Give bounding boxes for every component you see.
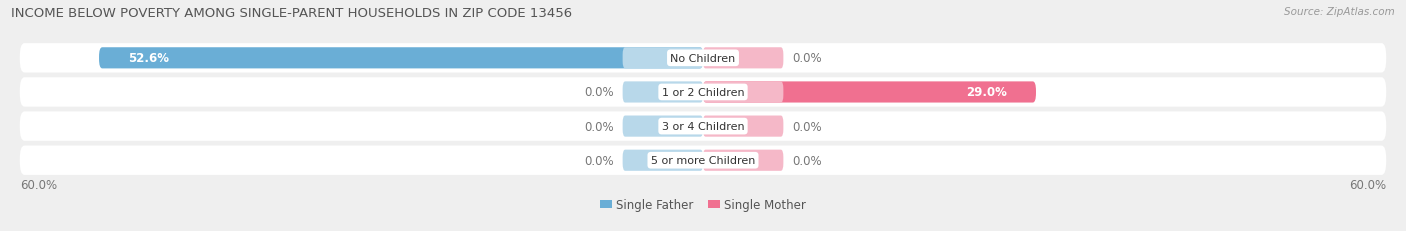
- FancyBboxPatch shape: [623, 82, 703, 103]
- Text: Source: ZipAtlas.com: Source: ZipAtlas.com: [1284, 7, 1395, 17]
- Text: 1 or 2 Children: 1 or 2 Children: [662, 88, 744, 97]
- Text: No Children: No Children: [671, 54, 735, 64]
- Text: 60.0%: 60.0%: [20, 179, 56, 191]
- Text: 0.0%: 0.0%: [793, 154, 823, 167]
- Text: 3 or 4 Children: 3 or 4 Children: [662, 122, 744, 131]
- FancyBboxPatch shape: [703, 82, 783, 103]
- FancyBboxPatch shape: [20, 44, 1386, 73]
- FancyBboxPatch shape: [20, 78, 1386, 107]
- FancyBboxPatch shape: [703, 150, 783, 171]
- Text: 0.0%: 0.0%: [583, 86, 613, 99]
- FancyBboxPatch shape: [20, 112, 1386, 141]
- Text: 29.0%: 29.0%: [966, 86, 1007, 99]
- FancyBboxPatch shape: [623, 48, 703, 69]
- Text: 0.0%: 0.0%: [583, 154, 613, 167]
- Text: 0.0%: 0.0%: [793, 120, 823, 133]
- FancyBboxPatch shape: [623, 116, 703, 137]
- Text: 52.6%: 52.6%: [128, 52, 169, 65]
- Text: 60.0%: 60.0%: [1350, 179, 1386, 191]
- FancyBboxPatch shape: [703, 116, 783, 137]
- FancyBboxPatch shape: [703, 82, 1036, 103]
- Legend: Single Father, Single Mother: Single Father, Single Mother: [595, 194, 811, 216]
- Text: 0.0%: 0.0%: [583, 120, 613, 133]
- Text: INCOME BELOW POVERTY AMONG SINGLE-PARENT HOUSEHOLDS IN ZIP CODE 13456: INCOME BELOW POVERTY AMONG SINGLE-PARENT…: [11, 7, 572, 20]
- FancyBboxPatch shape: [98, 48, 703, 69]
- FancyBboxPatch shape: [623, 150, 703, 171]
- FancyBboxPatch shape: [703, 48, 783, 69]
- Text: 5 or more Children: 5 or more Children: [651, 155, 755, 165]
- FancyBboxPatch shape: [20, 146, 1386, 175]
- Text: 0.0%: 0.0%: [793, 52, 823, 65]
